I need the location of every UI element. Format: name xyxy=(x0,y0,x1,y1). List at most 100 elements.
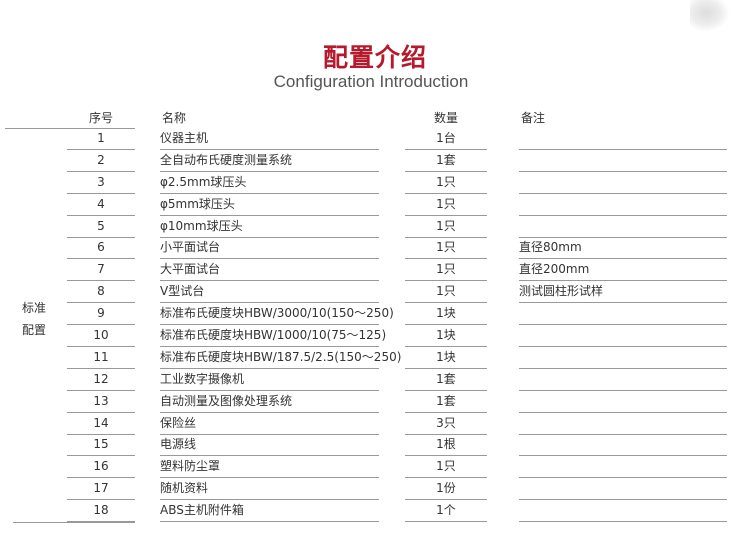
seq-cell: 12 xyxy=(67,369,135,391)
remark-cell xyxy=(519,216,727,238)
seq-cell: 4 xyxy=(67,194,135,216)
seq-cell: 13 xyxy=(67,391,135,413)
qty-cell: 1块 xyxy=(405,347,487,369)
table-row: 5 φ10mm球压头 1只 xyxy=(0,216,750,238)
header-seq: 序号 xyxy=(89,111,114,125)
name-cell: φ5mm球压头 xyxy=(160,194,379,216)
name-cell: φ2.5mm球压头 xyxy=(160,172,379,194)
table-row: 16 塑料防尘罩 1只 xyxy=(0,456,750,479)
qty-cell: 1只 xyxy=(405,456,487,479)
table-bottom-divider xyxy=(13,522,135,523)
remark-cell xyxy=(519,500,727,523)
qty-cell: 1台 xyxy=(405,128,487,150)
qty-cell: 1只 xyxy=(405,281,487,304)
qty-cell: 1根 xyxy=(405,434,487,457)
table-row: 17 随机资料 1份 xyxy=(0,478,750,501)
table-row: 12 工业数字摄像机 1套 xyxy=(0,369,750,391)
name-cell: V型试台 xyxy=(160,281,379,304)
config-table: 1 仪器主机 1台 2 全自动布氏硬度测量系统 1套 3 φ2.5mm球压头 1只 4 φ5mm球压… xyxy=(0,128,750,523)
remark-cell xyxy=(519,194,727,216)
table-row: 6 小平面试台 1只 直径80mm xyxy=(0,237,750,260)
seq-cell: 14 xyxy=(67,413,135,435)
header-qty: 数量 xyxy=(434,111,459,125)
remark-cell: 直径200mm xyxy=(519,259,727,282)
seq-cell: 16 xyxy=(67,456,135,479)
table-row: 2 全自动布氏硬度测量系统 1套 xyxy=(0,150,750,172)
seq-cell: 6 xyxy=(67,237,135,260)
remark-cell xyxy=(519,478,727,501)
qty-cell: 1块 xyxy=(405,325,487,348)
page-subtitle: Configuration Introduction xyxy=(273,72,469,91)
seq-cell: 15 xyxy=(67,434,135,457)
seq-cell: 2 xyxy=(67,150,135,172)
decorative-ink-graphic xyxy=(690,0,730,32)
header-name: 名称 xyxy=(162,111,187,125)
page-title: 配置介绍 xyxy=(322,43,427,72)
table-row: 8 V型试台 1只 测试圆柱形试样 xyxy=(0,281,750,304)
table-row: 14 保险丝 3只 xyxy=(0,413,750,435)
seq-cell: 11 xyxy=(67,347,135,369)
remark-cell xyxy=(519,172,727,194)
seq-cell: 1 xyxy=(67,128,135,150)
name-cell: 标准布氏硬度块HBW/187.5/2.5(150～250) xyxy=(160,347,401,369)
qty-cell: 1套 xyxy=(405,391,487,413)
table-row: 1 仪器主机 1台 xyxy=(0,128,750,150)
qty-cell: 1只 xyxy=(405,194,487,216)
name-cell: 全自动布氏硬度测量系统 xyxy=(160,150,379,172)
qty-cell: 1只 xyxy=(405,172,487,194)
remark-cell xyxy=(519,303,727,326)
name-cell: ABS主机附件箱 xyxy=(160,500,379,523)
name-cell: 仪器主机 xyxy=(160,128,379,150)
name-cell: 大平面试台 xyxy=(160,259,379,282)
seq-cell: 18 xyxy=(67,500,135,523)
remark-cell xyxy=(519,150,727,172)
name-cell: 小平面试台 xyxy=(160,237,379,260)
remark-cell xyxy=(519,128,727,150)
seq-cell: 7 xyxy=(67,259,135,282)
seq-cell: 17 xyxy=(67,478,135,501)
group-label: 标准 配置 xyxy=(20,297,48,341)
table-row: 18 ABS主机附件箱 1个 xyxy=(0,500,750,523)
group-label-line: 标准 xyxy=(21,301,46,315)
name-cell: 标准布氏硬度块HBW/3000/10(150～250) xyxy=(160,303,394,326)
remark-cell xyxy=(519,325,727,348)
seq-cell: 3 xyxy=(67,172,135,194)
table-row: 7 大平面试台 1只 直径200mm xyxy=(0,259,750,282)
qty-cell: 3只 xyxy=(405,413,487,435)
table-row: 4 φ5mm球压头 1只 xyxy=(0,194,750,216)
table-top-divider xyxy=(5,128,135,129)
table-row: 11 标准布氏硬度块HBW/187.5/2.5(150～250) 1块 xyxy=(0,347,750,369)
remark-cell: 测试圆柱形试样 xyxy=(519,281,727,304)
seq-cell: 10 xyxy=(67,325,135,348)
header-remark: 备注 xyxy=(521,111,546,125)
remark-cell xyxy=(519,434,727,457)
remark-cell: 直径80mm xyxy=(519,237,727,260)
name-cell: 工业数字摄像机 xyxy=(160,369,379,391)
remark-cell xyxy=(519,369,727,391)
name-cell: 随机资料 xyxy=(160,478,379,501)
qty-cell: 1只 xyxy=(405,259,487,282)
table-row: 10 标准布氏硬度块HBW/1000/10(75～125) 1块 xyxy=(0,325,750,348)
table-row: 13 自动测量及图像处理系统 1套 xyxy=(0,391,750,413)
table-row: 3 φ2.5mm球压头 1只 xyxy=(0,172,750,194)
name-cell: 塑料防尘罩 xyxy=(160,456,379,479)
seq-cell: 9 xyxy=(67,303,135,326)
table-row: 15 电源线 1根 xyxy=(0,434,750,457)
group-label-line: 配置 xyxy=(21,323,46,337)
qty-cell: 1只 xyxy=(405,216,487,238)
remark-cell xyxy=(519,347,727,369)
table-row: 9 标准布氏硬度块HBW/3000/10(150～250) 1块 xyxy=(0,303,750,326)
qty-cell: 1块 xyxy=(405,303,487,326)
name-cell: φ10mm球压头 xyxy=(160,216,379,238)
qty-cell: 1套 xyxy=(405,150,487,172)
qty-cell: 1份 xyxy=(405,478,487,501)
remark-cell xyxy=(519,391,727,413)
seq-cell: 5 xyxy=(67,216,135,238)
qty-cell: 1只 xyxy=(405,237,487,260)
name-cell: 电源线 xyxy=(160,434,379,457)
qty-cell: 1个 xyxy=(405,500,487,523)
name-cell: 自动测量及图像处理系统 xyxy=(160,391,379,413)
name-cell: 标准布氏硬度块HBW/1000/10(75～125) xyxy=(160,325,386,348)
seq-cell: 8 xyxy=(67,281,135,304)
qty-cell: 1套 xyxy=(405,369,487,391)
